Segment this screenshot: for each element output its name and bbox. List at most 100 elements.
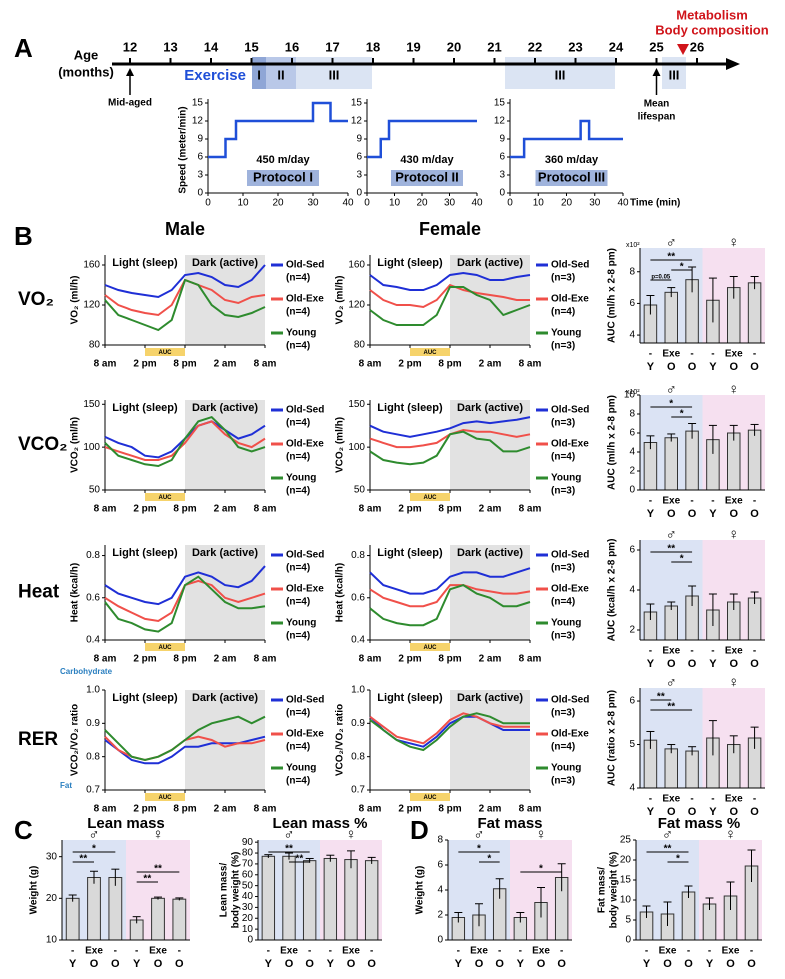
bar — [364, 860, 379, 941]
category-label: - — [370, 946, 373, 957]
x-tick-label: 2 am — [479, 654, 502, 665]
y-tick-label: 0.8 — [86, 550, 100, 561]
row-label: Heat — [18, 582, 60, 603]
speed-line — [510, 119, 623, 159]
x-tick-label: 30 — [444, 198, 456, 209]
legend-label: Old-Sed — [286, 695, 324, 706]
x-tick-label: 8 pm — [438, 359, 461, 370]
series-line — [369, 712, 530, 745]
y-tick-label: 30 — [46, 851, 58, 862]
protocol-box — [247, 170, 319, 186]
y-tick-label: 15 — [351, 98, 363, 109]
sig-label: * — [680, 554, 684, 565]
category-label: O — [667, 806, 676, 818]
panel-label: C — [14, 815, 33, 845]
series-line — [369, 430, 531, 466]
legend-n: (n=3) — [551, 418, 575, 429]
y-tick-label: 25 — [620, 835, 632, 846]
sig-label: * — [539, 864, 543, 875]
category-label: Exe — [659, 946, 677, 957]
sig-label: * — [92, 844, 96, 855]
category-label: Y — [709, 508, 717, 520]
y-axis-label: Lean mass/ — [219, 863, 230, 918]
x-tick-label: 10 — [533, 198, 545, 209]
legend-n: (n=4) — [551, 742, 575, 753]
auc-window — [145, 493, 185, 501]
legend-n: (n=4) — [286, 708, 310, 719]
y-tick-label: 0.7 — [86, 785, 100, 796]
x-tick-label: 2 am — [214, 504, 237, 515]
period-label: Light (sleep) — [377, 692, 443, 704]
category-label: - — [750, 946, 753, 957]
category-label: Y — [706, 958, 714, 970]
period-label: Dark (active) — [457, 257, 523, 269]
row-label: RER — [18, 729, 58, 750]
period-label: Dark (active) — [457, 547, 523, 559]
y-tick-label: 4 — [629, 585, 635, 596]
sex-title: Female — [419, 219, 481, 239]
category-label: Y — [709, 806, 717, 818]
sig-label: ** — [664, 844, 672, 855]
y-tick-label: 50 — [354, 485, 366, 496]
y-tick-label: 0.8 — [86, 751, 100, 762]
period-label: Light (sleep) — [112, 547, 178, 559]
legend-label: Young — [286, 473, 316, 484]
bar — [664, 748, 678, 789]
category-label: - — [649, 646, 652, 657]
distance: 450 m/day — [256, 154, 310, 166]
y-tick-label: 0.4 — [86, 635, 100, 646]
sig-label: * — [669, 399, 673, 410]
x-tick-label: 8 am — [519, 804, 542, 815]
x-tick-label: 8 am — [359, 804, 382, 815]
age-label: 25 — [649, 39, 663, 54]
category-label: - — [519, 946, 522, 957]
x-tick-label: 2 pm — [133, 504, 156, 515]
category-label: Y — [643, 958, 651, 970]
y-axis-label: Fat mass/ — [597, 867, 608, 913]
category-label: O — [347, 958, 356, 970]
sig-label: * — [676, 854, 680, 865]
auc-window — [410, 643, 450, 651]
y-tick-label: 50 — [242, 880, 254, 891]
y-tick-label: 90 — [242, 837, 254, 848]
bar — [727, 432, 741, 491]
category-label: Y — [647, 508, 655, 520]
sex-symbol: ♀ — [725, 826, 736, 843]
legend-n: (n=4) — [286, 452, 310, 463]
y-tick-label: 6 — [356, 152, 362, 163]
bar — [747, 597, 762, 641]
legend-n: (n=3) — [551, 273, 575, 284]
category-label: Y — [455, 958, 463, 970]
legend-n: (n=4) — [286, 597, 310, 608]
y-tick-label: 80 — [242, 848, 254, 859]
multiplier: x10² — [626, 242, 640, 249]
legend-n: (n=3) — [551, 776, 575, 787]
category-label: Exe — [662, 496, 680, 507]
sig-label: * — [487, 854, 491, 865]
y-tick-label: 20 — [46, 893, 58, 904]
y-tick-label: 4 — [629, 330, 635, 341]
x-tick-label: 10 — [237, 198, 249, 209]
legend-n: (n=4) — [551, 307, 575, 318]
legend-label: Old-Exe — [286, 294, 324, 305]
row-label: VCO₂ — [18, 434, 68, 455]
auc-label: AUC — [159, 795, 173, 801]
bar — [685, 750, 699, 789]
sex-title: Male — [165, 219, 205, 239]
auc-window — [410, 348, 450, 356]
category-label: - — [329, 946, 332, 957]
category-label: Exe — [470, 946, 488, 957]
x-tick-label: 8 pm — [438, 804, 461, 815]
age-label: (months) — [58, 64, 114, 79]
category-label: O — [750, 508, 759, 520]
y-tick-label: 0.9 — [86, 718, 100, 729]
y-axis-label: AUC (ml/h x 2-8 pm) — [607, 395, 618, 490]
age-label: 21 — [487, 39, 501, 54]
legend-n: (n=4) — [286, 631, 310, 642]
category-label: Y — [647, 361, 655, 373]
legend-n: (n=3) — [551, 341, 575, 352]
category-label: O — [667, 658, 676, 670]
y-tick-label: 12 — [192, 116, 204, 127]
sex-symbol: ♂ — [473, 826, 484, 843]
